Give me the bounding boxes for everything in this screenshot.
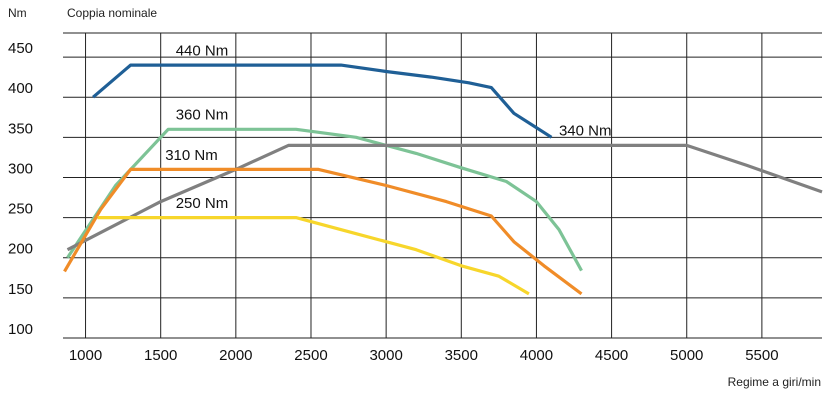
y-tick-label-200: 200: [8, 241, 33, 258]
y-tick-label-450: 450: [8, 40, 33, 57]
y-tick-label-250: 250: [8, 201, 33, 218]
series-line-440-nm: [92, 63, 553, 139]
x-tick-label-5000: 5000: [670, 347, 703, 364]
y-tick-label-300: 300: [8, 160, 33, 177]
series-layer: [63, 63, 823, 296]
series-label-250-nm: 250 Nm: [176, 195, 229, 212]
y-tick-label-400: 400: [8, 80, 33, 97]
series-label-440-nm: 440 Nm: [176, 42, 229, 59]
y-tick-label-350: 350: [8, 120, 33, 137]
x-tick-label-3000: 3000: [369, 347, 402, 364]
x-axis-label: Regime a giri/min: [728, 375, 821, 389]
x-tick-label-4000: 4000: [520, 347, 553, 364]
series-line-360-nm: [66, 127, 583, 272]
y-tick-label-100: 100: [8, 321, 33, 338]
series-label-310-nm: 310 Nm: [165, 147, 218, 164]
chart-title: Coppia nominale: [67, 6, 157, 20]
x-tick-label-2000: 2000: [219, 347, 252, 364]
x-tick-label-5500: 5500: [745, 347, 778, 364]
series-line-250-nm: [97, 216, 530, 296]
y-tick-label-150: 150: [8, 281, 33, 298]
x-tick-label-1000: 1000: [69, 347, 102, 364]
label-layer: Nm Coppia nominale Regime a giri/min: [8, 6, 821, 389]
x-tick-label-1500: 1500: [144, 347, 177, 364]
series-line-310-nm: [63, 167, 583, 296]
series-label-360-nm: 360 Nm: [176, 107, 229, 124]
x-tick-label-4500: 4500: [595, 347, 628, 364]
y-unit-label: Nm: [8, 6, 27, 20]
x-tick-label-2500: 2500: [294, 347, 327, 364]
series-line-340-nm: [66, 143, 823, 252]
x-tick-label-3500: 3500: [445, 347, 478, 364]
tick-layer: 100 150 200 250 300 350 400 450 1000 1500 2000 2500…: [8, 40, 779, 364]
series-label-340-nm: 340 Nm: [559, 123, 612, 140]
